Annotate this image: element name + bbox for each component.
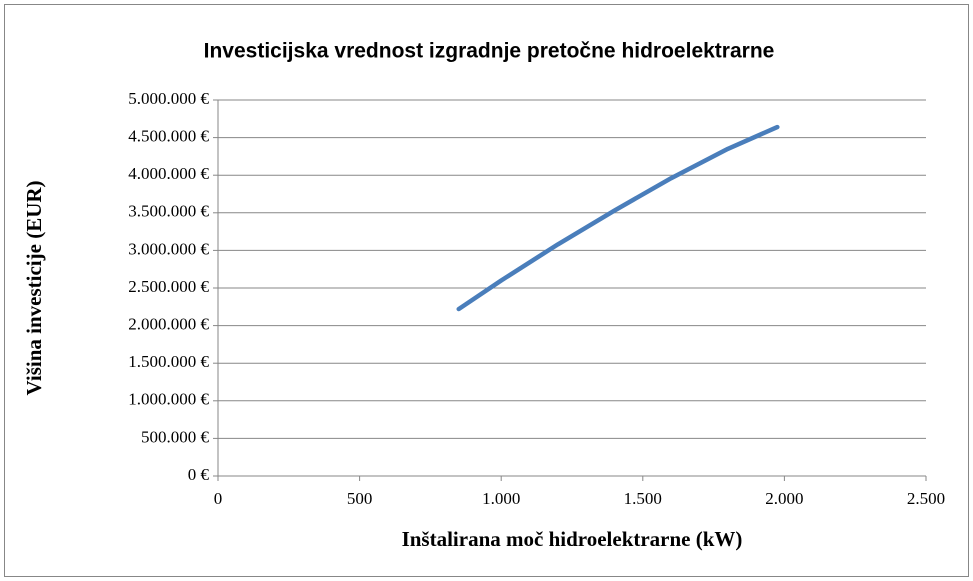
y-tick-label: 3.000.000 € [128,239,209,258]
y-axis-title: Višina investicije (EUR) [22,180,46,395]
y-tick-label: 4.500.000 € [128,127,209,146]
y-tick-label: 1.000.000 € [128,390,209,409]
y-tick-label: 5.000.000 € [128,89,209,108]
x-tick-label: 2.500 [907,489,945,508]
y-tick-label: 500.000 € [141,427,210,446]
x-tick-label: 1.000 [482,489,520,508]
x-axis-title: Inštalirana moč hidroelektrarne (kW) [402,527,743,551]
y-tick-label: 0 € [188,465,210,484]
x-tick-label: 0 [214,489,223,508]
x-tick-label: 2.000 [765,489,803,508]
y-tick-label: 4.000.000 € [128,164,209,183]
chart-title: Investicijska vrednost izgradnje pretočn… [204,40,775,63]
x-tick-label: 500 [347,489,373,508]
y-tick-label: 2.000.000 € [128,315,209,334]
y-tick-label: 3.500.000 € [128,202,209,221]
y-tick-label: 2.500.000 € [128,277,209,296]
y-tick-label: 1.500.000 € [128,352,209,371]
x-tick-label: 1.500 [624,489,662,508]
data-line [456,124,780,312]
